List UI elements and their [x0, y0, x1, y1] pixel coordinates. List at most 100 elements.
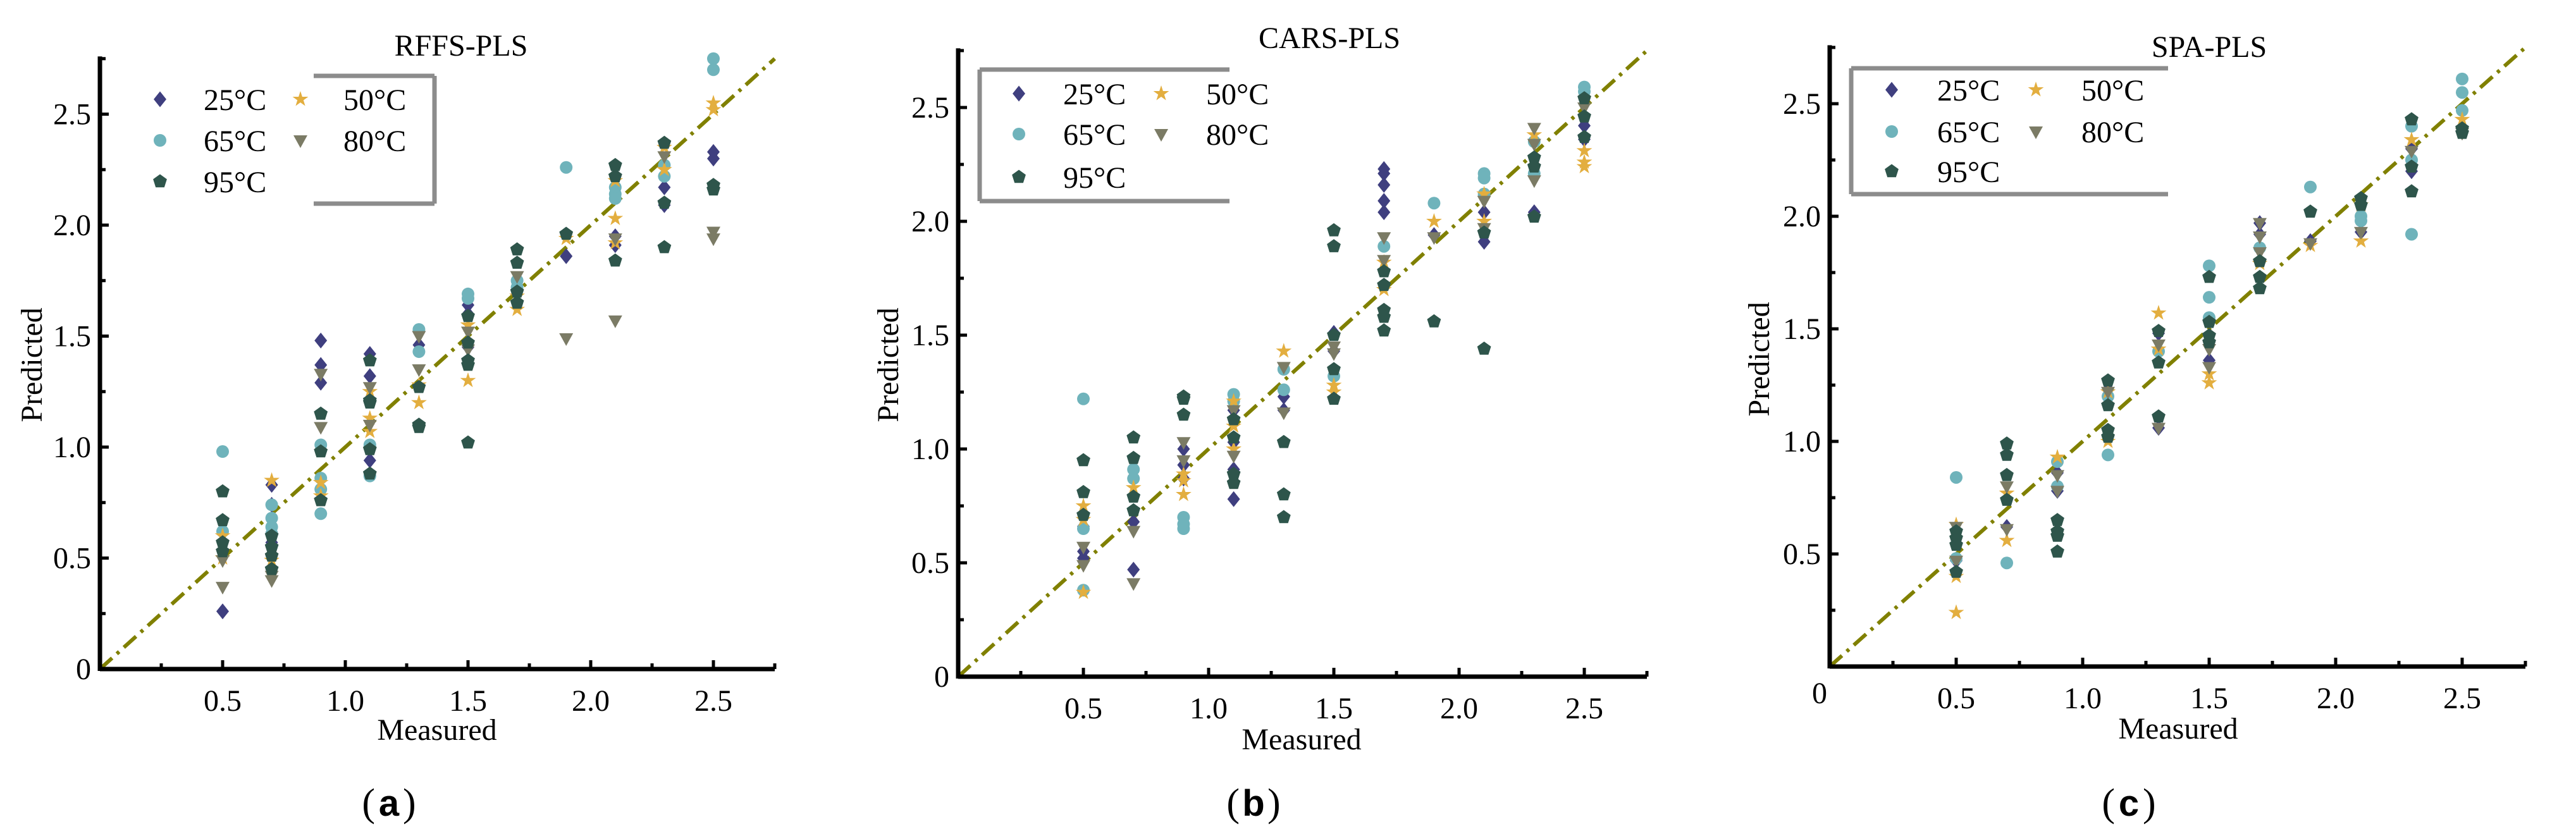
legend-label: 50°C [1206, 78, 1269, 111]
data-point [1427, 314, 1441, 328]
panel-label: a [379, 783, 400, 824]
data-point [705, 101, 722, 116]
data-point [2152, 422, 2166, 436]
data-point [2253, 218, 2267, 231]
data-point [1226, 393, 1242, 408]
data-point [1426, 213, 1442, 228]
panel-a: RFFS-PLS Measured Predicted (a) 0.5 1.0 1.5 2.0… [15, 29, 777, 825]
data-point [706, 226, 720, 240]
data-point [1377, 278, 1391, 292]
data-point [2253, 247, 2267, 260]
data-point [2253, 281, 2267, 295]
data-point [363, 452, 376, 469]
legend-label: 95°C [1937, 156, 2000, 189]
legend-marker-circle-icon [154, 134, 166, 147]
x-tick-label: 1.5 [449, 684, 487, 718]
data-point [1227, 491, 1240, 507]
data-point [1276, 434, 1291, 448]
panel-label-open: ( [2102, 782, 2115, 825]
data-point [1527, 159, 1541, 173]
data-point [264, 539, 279, 553]
legend-label: 65°C [1063, 118, 1126, 152]
data-point [2355, 214, 2367, 228]
legend-label: 50°C [343, 83, 406, 117]
data-point [2150, 305, 2167, 320]
data-point [707, 151, 720, 167]
data-point [559, 226, 574, 240]
legend-marker-triangle-down-icon [293, 135, 307, 148]
x-tick-label: 0.5 [1937, 682, 1975, 715]
data-point [1948, 604, 1964, 620]
data-point [1576, 158, 1593, 174]
data-point [1077, 522, 1090, 535]
data-point [2202, 269, 2216, 283]
data-point [412, 364, 426, 378]
legend-marker-diamond-icon [1013, 85, 1025, 102]
data-point [1076, 507, 1090, 521]
x-tick-label: 2.0 [2317, 682, 2355, 715]
y-tick-label: 1.0 [911, 433, 949, 466]
legend: 25°C 65°C 95°C 50°C 80°C [1849, 66, 2168, 197]
legend-label: 95°C [1063, 161, 1126, 195]
data-point [461, 309, 475, 323]
data-point [707, 52, 720, 65]
data-point [2152, 339, 2166, 352]
y-tick-label: 2.0 [911, 205, 949, 238]
data-point [1226, 441, 1242, 456]
data-point [314, 444, 328, 458]
data-point [216, 603, 229, 620]
data-point [1177, 522, 1190, 535]
legend-label: 80°C [343, 125, 406, 158]
data-point [2253, 269, 2267, 283]
data-point [1477, 341, 1491, 355]
data-point [412, 419, 426, 433]
data-point [1949, 538, 1963, 551]
data-point [2405, 112, 2419, 126]
data-point [2050, 529, 2064, 542]
data-point [1477, 171, 1491, 185]
data-point [2253, 231, 2267, 244]
data-point [2000, 481, 2014, 495]
data-point [608, 253, 622, 267]
x-tick-label: 1.0 [326, 684, 364, 718]
data-point [2304, 180, 2317, 194]
data-point [1377, 255, 1391, 268]
legend-label: 65°C [1937, 116, 2000, 149]
y-tick-label: 2.5 [1783, 87, 1821, 121]
data-point [2049, 448, 2066, 464]
y-tick-label: 1.0 [1783, 425, 1821, 458]
panel-label-open: ( [362, 782, 375, 825]
panel-label-open: ( [1226, 782, 1240, 825]
data-point [608, 157, 622, 171]
data-point [657, 135, 672, 149]
x-tick-label: 2.5 [694, 684, 732, 718]
data-point [362, 466, 377, 480]
data-point [1327, 223, 1341, 237]
data-point [1276, 487, 1291, 501]
x-axis-label: Measured [377, 713, 496, 747]
data-point [216, 544, 230, 558]
data-point [2303, 204, 2317, 218]
data-point [2101, 398, 2115, 412]
data-point [510, 255, 524, 269]
data-point [2201, 374, 2217, 390]
data-point [2405, 184, 2419, 198]
data-point [1327, 239, 1341, 252]
data-point [2050, 513, 2064, 526]
series-95c [216, 135, 720, 575]
data-point [1075, 584, 1092, 599]
legend-marker-pentagon-icon [153, 174, 167, 188]
data-point [1327, 391, 1341, 405]
data-point [2203, 291, 2215, 304]
data-point [1327, 341, 1341, 354]
reference-line-y-equals-x [956, 49, 1649, 679]
data-point [706, 182, 720, 196]
data-point [216, 513, 230, 527]
series-95c [1949, 112, 2469, 578]
data-point [1949, 555, 1963, 569]
data-point [265, 512, 278, 525]
y-tick-label: 0 [76, 653, 91, 686]
data-point [1577, 102, 1591, 115]
data-point [312, 474, 329, 489]
data-point [510, 271, 524, 284]
